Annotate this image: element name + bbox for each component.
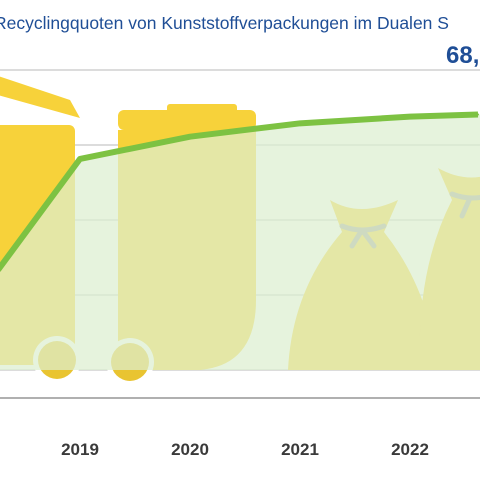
x-tick-2022: 2022 bbox=[391, 440, 429, 459]
x-tick-2019: 2019 bbox=[61, 440, 99, 459]
data-area bbox=[0, 114, 480, 370]
data-line bbox=[0, 111, 479, 272]
data-point-2 bbox=[189, 135, 191, 138]
data-point-3 bbox=[299, 122, 301, 125]
data-point-5 bbox=[477, 113, 479, 116]
x-tick-2020: 2020 bbox=[171, 440, 209, 459]
x-tick-2021: 2021 bbox=[281, 440, 319, 459]
data-markers bbox=[79, 113, 479, 160]
data-point-1 bbox=[79, 157, 81, 160]
data-point-4 bbox=[409, 115, 411, 118]
x-axis-ticks: 20192020202120222 bbox=[61, 440, 429, 459]
chart-title: Recyclingquoten von Kunststoffverpackung… bbox=[0, 13, 449, 33]
last-value-label: 68, bbox=[446, 42, 480, 69]
